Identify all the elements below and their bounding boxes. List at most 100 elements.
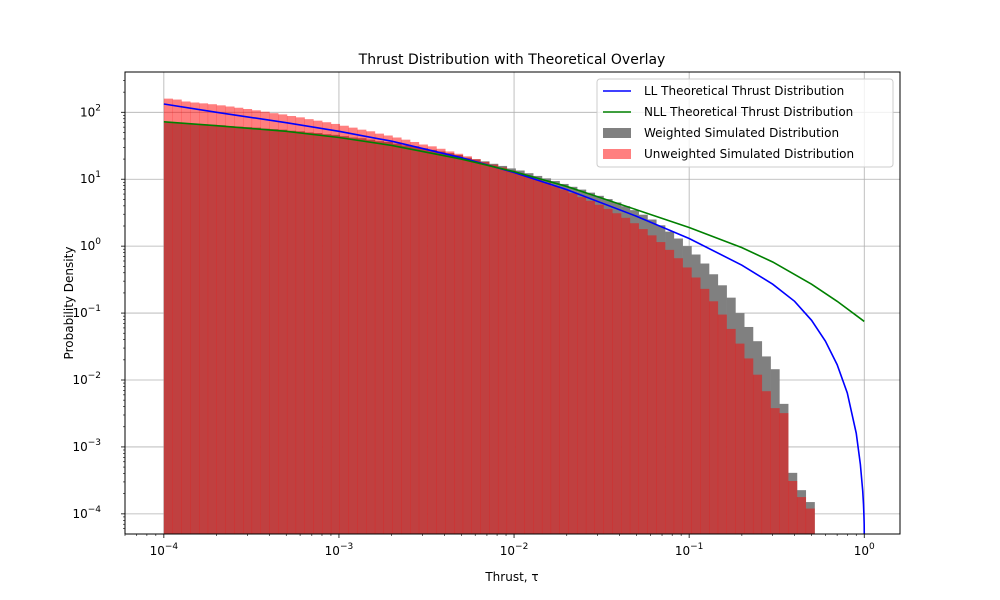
histogram-bar (770, 408, 780, 534)
histogram-bar (401, 139, 411, 535)
histogram-bar (603, 208, 613, 534)
x-tick-label: 10−3 (325, 542, 354, 558)
histogram-bar (541, 182, 552, 535)
y-tick-label: 100 (80, 237, 101, 253)
histogram-bar (207, 104, 217, 535)
y-tick-label: 10−4 (72, 505, 101, 521)
histogram-bar (585, 200, 596, 534)
histogram-bar (322, 122, 332, 534)
histogram-bar (709, 301, 719, 534)
histogram-bar (383, 135, 393, 534)
histogram-bar (357, 129, 367, 535)
histogram-bar (515, 173, 525, 534)
y-tick-label: 102 (80, 103, 101, 119)
legend: LL Theoretical Thrust Distribution NLL Th… (596, 78, 894, 168)
histogram-bar (761, 391, 771, 534)
histogram-bar (278, 114, 288, 534)
plot-frame (124, 71, 901, 535)
histogram-bar (752, 374, 763, 534)
histogram-bar (374, 133, 384, 534)
histogram-bar (366, 131, 376, 534)
histogram-bar (682, 267, 692, 534)
legend-weighted-entry-swatch (603, 128, 631, 138)
histogram-bar (779, 413, 789, 534)
histogram-bar (665, 249, 675, 534)
histogram-bar (418, 144, 428, 534)
histogram-bar (559, 189, 569, 534)
histogram-bar (805, 508, 815, 534)
theoretical-curves (163, 103, 866, 535)
legend-ll-entry-label: LL Theoretical Thrust Distribution (644, 84, 844, 98)
histogram-bar (726, 328, 736, 534)
histogram-bar (313, 120, 323, 534)
histogram-bar (181, 101, 191, 535)
histogram-bar (594, 204, 604, 534)
legend-box (596, 78, 894, 168)
histogram-bar (621, 217, 631, 535)
histogram-bar (454, 153, 464, 535)
histogram-bar (533, 179, 543, 535)
histogram-bar (225, 106, 235, 534)
histogram-bar (489, 164, 499, 534)
legend-unweighted-entry-swatch (603, 149, 631, 159)
histogram-bar (480, 161, 490, 534)
histogram-bar (251, 110, 261, 534)
histogram-bar (744, 358, 754, 534)
histogram-bar (673, 258, 683, 534)
histogram-bar (234, 107, 244, 535)
legend-weighted-entry-label: Weighted Simulated Distribution (644, 126, 839, 140)
histogram-bar (216, 105, 226, 535)
histogram-bar (638, 229, 648, 535)
histogram-bar (304, 119, 314, 534)
histogram-bar (691, 277, 701, 534)
histogram-unweighted (163, 98, 815, 535)
x-axis-title: Thrust, τ (484, 570, 538, 584)
chart-title: Thrust Distribution with Theoretical Ove… (358, 52, 666, 68)
y-tick-label: 10−2 (72, 371, 101, 387)
axes: 10−4 10−3 10−2 10−1 100 10−4 10−3 10−2 10−1 100 10… (72, 71, 901, 558)
histogram-bar (700, 288, 710, 534)
histogram-bar (348, 127, 358, 534)
histogram-bar (410, 141, 420, 534)
histogram-bar (286, 116, 297, 534)
histogram-bar (295, 117, 305, 535)
ll-theory-line (163, 103, 866, 535)
histogram-bar (445, 151, 455, 534)
histogram-bar (612, 213, 622, 534)
histogram-bar (392, 137, 402, 534)
histogram-bar (190, 102, 200, 535)
x-tick-label: 100 (854, 542, 875, 558)
histogram-bar (629, 223, 639, 534)
legend-unweighted-entry-label: Unweighted Simulated Distribution (644, 147, 854, 161)
histogram-bar (339, 125, 349, 535)
histogram-bar (656, 242, 666, 534)
histogram-bar (471, 159, 481, 534)
x-tick-label: 10−4 (150, 542, 179, 558)
x-tick-label: 10−2 (500, 542, 529, 558)
histogram-bars (163, 98, 815, 535)
histogram-bar (269, 113, 279, 534)
histogram-bar (260, 111, 270, 535)
histogram-bar (497, 167, 508, 534)
histogram-bar (788, 480, 798, 534)
y-tick-label: 10−3 (72, 438, 101, 454)
histogram-bar (199, 103, 209, 534)
x-tick-label: 10−1 (675, 542, 704, 558)
histogram-bar (462, 156, 472, 535)
y-axis-title: Probability Density (62, 247, 76, 360)
histogram-bar (163, 98, 173, 534)
histogram-bar (506, 170, 516, 534)
histogram-bar (796, 497, 807, 534)
histogram-bar (524, 176, 534, 534)
histogram-bar (717, 314, 727, 534)
histogram-bar (647, 235, 657, 534)
histogram-bar (330, 123, 341, 534)
histogram-bar (568, 193, 578, 534)
histogram-bar (577, 197, 587, 534)
histogram-bar (242, 108, 253, 534)
histogram-bar (550, 186, 560, 534)
histogram-bar (436, 148, 446, 534)
histogram-bar (735, 343, 745, 534)
y-tick-label: 10−1 (72, 304, 101, 320)
